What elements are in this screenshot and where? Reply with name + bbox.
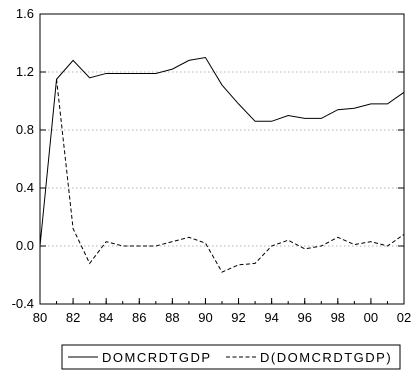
y-tick-label: 0.8	[16, 122, 34, 137]
x-tick-label: 90	[198, 310, 212, 325]
x-tick-label: 84	[99, 310, 113, 325]
x-tick-label: 82	[66, 310, 80, 325]
series-line-0	[39, 56, 405, 247]
x-tick-label: 96	[297, 310, 311, 325]
x-tick-label: 02	[397, 310, 411, 325]
x-tick-label: 98	[331, 310, 345, 325]
plot-frame	[39, 13, 405, 305]
x-tick-label: 00	[364, 310, 378, 325]
y-tick-label: 1.2	[16, 64, 34, 79]
y-tick-label: 1.6	[16, 6, 34, 21]
x-tick-label: 94	[264, 310, 278, 325]
x-tick-label: 86	[132, 310, 146, 325]
legend-label-0: DOMCRDTGDP	[102, 350, 212, 365]
legend: DOMCRDTGDP D(DOMCRDTGDP)	[61, 344, 401, 370]
legend-box	[61, 344, 401, 370]
x-axis: 80 82 84 86 88 90 92 94 96 98 00 02	[33, 298, 411, 325]
y-tick-label: 0.0	[16, 238, 34, 253]
y-axis: -0.4 0.0 0.4 0.8 1.2 1.6	[12, 6, 404, 311]
x-tick-label: 92	[231, 310, 245, 325]
legend-label-1: D(DOMCRDTGDP)	[260, 350, 392, 365]
grid-lines	[40, 71, 404, 247]
x-tick-label: 80	[33, 310, 47, 325]
y-tick-label: 0.4	[16, 180, 34, 195]
series-line-1	[56, 79, 405, 273]
y-tick-label: -0.4	[12, 296, 34, 311]
x-tick-label: 88	[165, 310, 179, 325]
series-layer	[39, 56, 405, 273]
